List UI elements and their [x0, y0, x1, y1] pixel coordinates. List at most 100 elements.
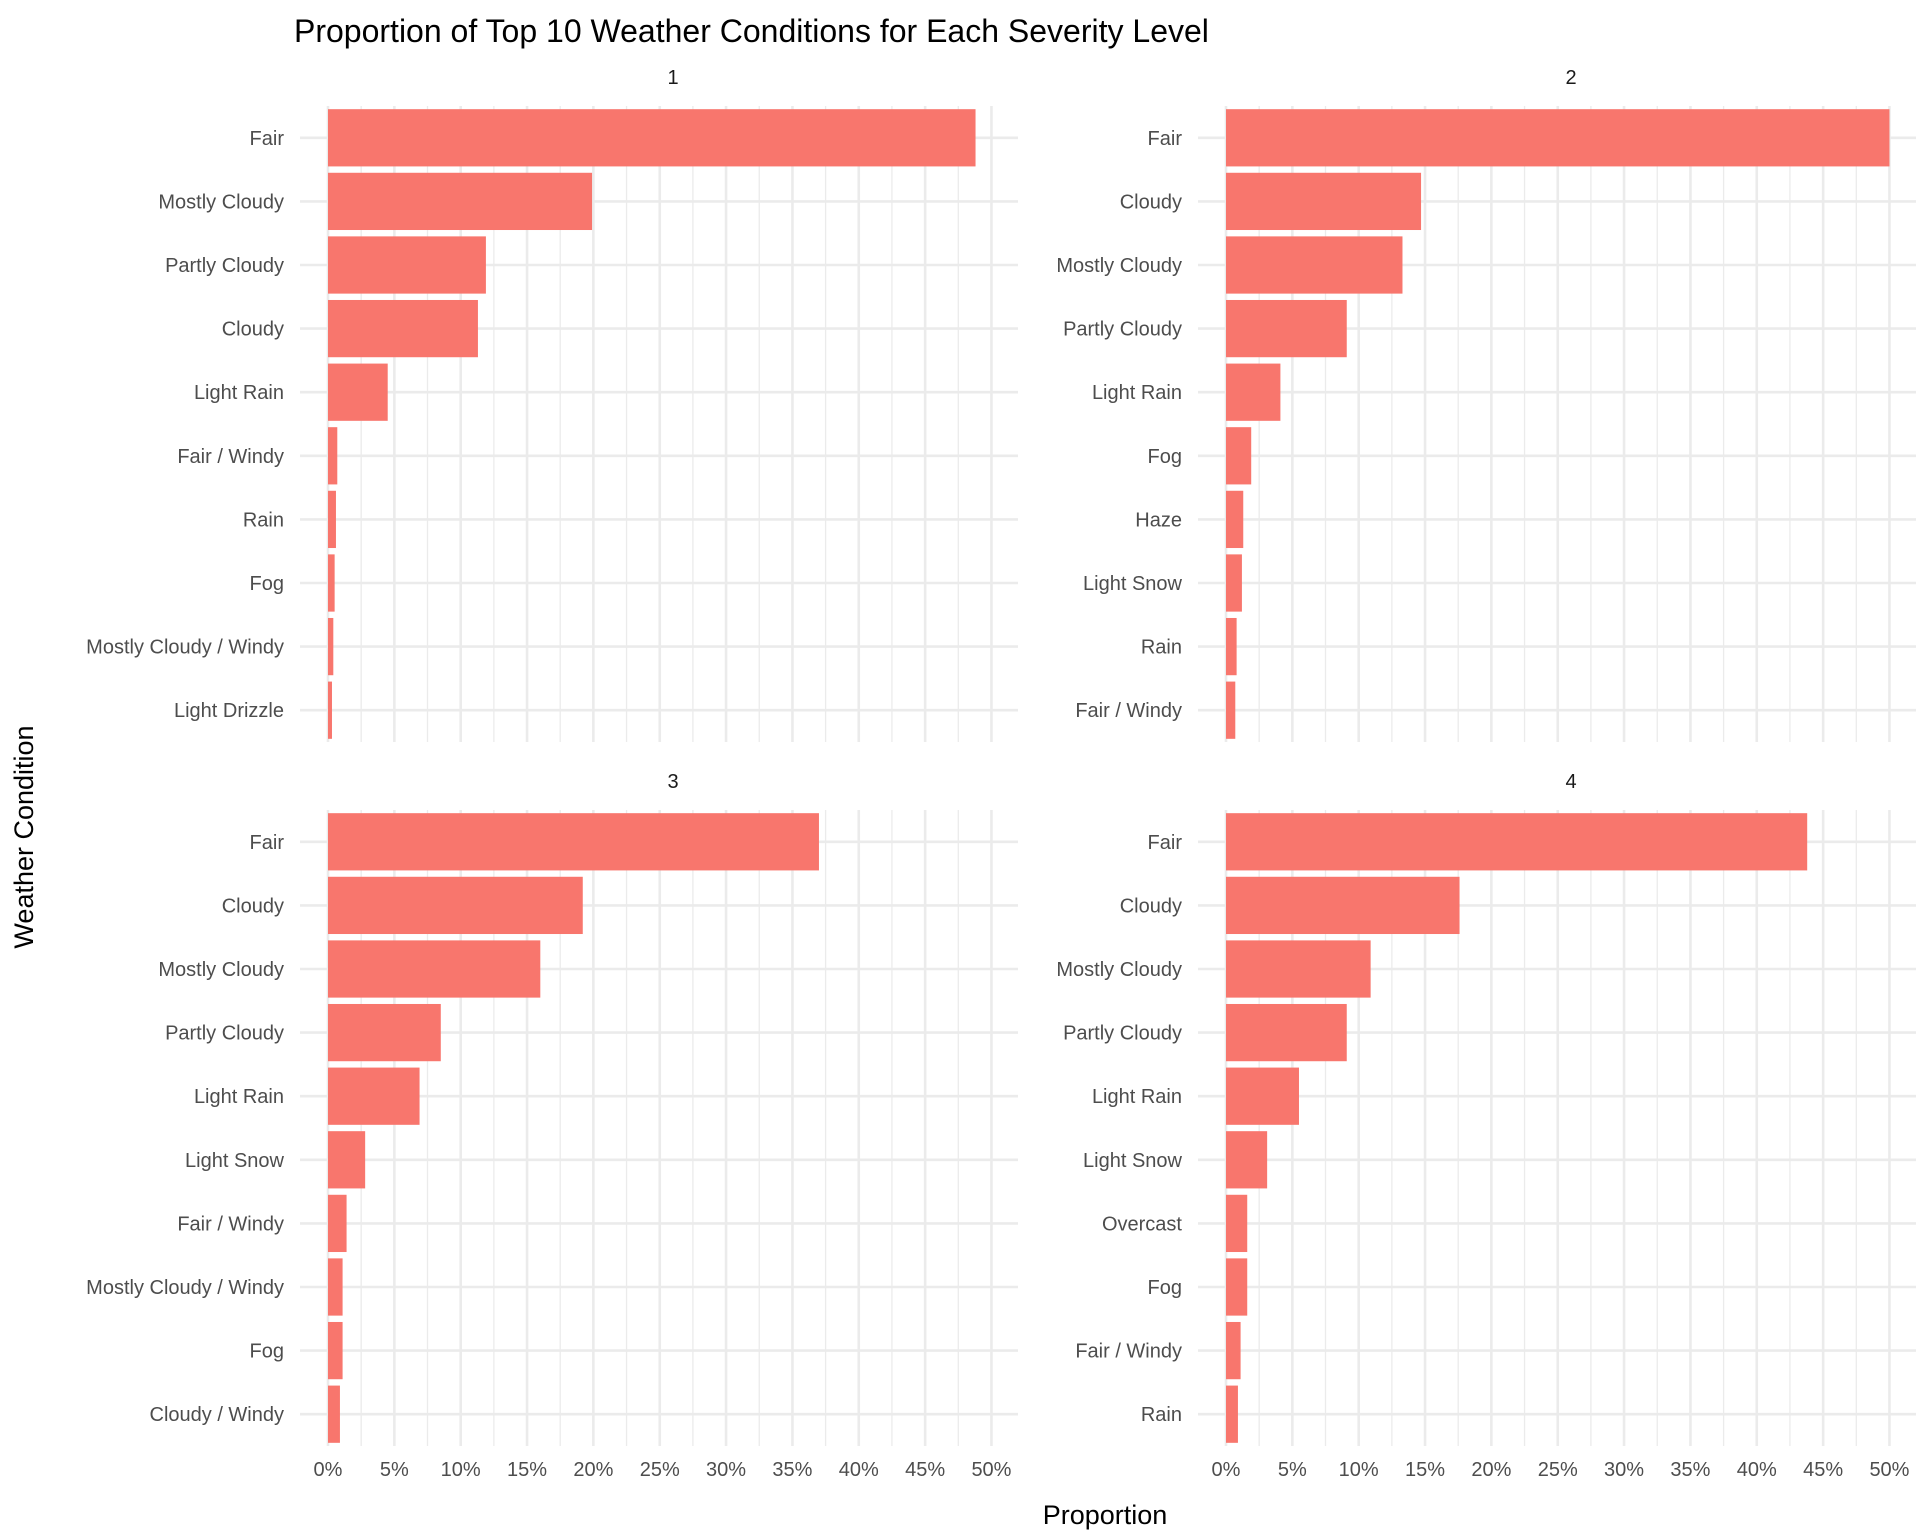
category-label: Partly Cloudy [1063, 319, 1182, 341]
bar [1226, 490, 1244, 549]
facet-panel-1: 1 Fair Mostly Cloudy Partly Cloudy Cloudy Lig… [86, 67, 1018, 742]
category-label: Fair / Windy [177, 1213, 284, 1235]
x-tick-label: 25% [640, 1459, 680, 1481]
category-label: Partly Cloudy [1063, 1023, 1182, 1045]
bar [1226, 1003, 1347, 1062]
bar [328, 681, 332, 739]
bar [328, 617, 334, 676]
x-tick-label: 50% [971, 1459, 1011, 1481]
bar [1226, 427, 1252, 485]
bar [328, 554, 335, 612]
bar [328, 1003, 441, 1062]
category-label: Mostly Cloudy / Windy [86, 637, 284, 659]
x-tick-label: 35% [1670, 1459, 1710, 1481]
x-tick-label: 0% [314, 1459, 343, 1481]
category-label: Rain [1141, 1404, 1182, 1426]
bar [1226, 299, 1347, 358]
category-label: Cloudy [1120, 895, 1182, 917]
bar [1226, 1194, 1248, 1253]
category-label: Fair [250, 128, 285, 150]
category-label: Light Rain [1092, 1086, 1182, 1108]
facet-panel-2: 2 Fair Cloudy Mostly Cloudy Partly Cloudy Lig… [1056, 67, 1916, 742]
bar [1226, 1385, 1238, 1443]
category-label: Fair [250, 832, 285, 854]
bar [328, 236, 486, 294]
bar [328, 1131, 366, 1189]
category-label: Light Snow [1083, 573, 1183, 595]
x-tick-label: 15% [507, 1459, 547, 1481]
x-tick-label: 30% [1604, 1459, 1644, 1481]
bar [328, 813, 819, 871]
category-label: Light Rain [194, 1086, 284, 1108]
x-tick-label: 0% [1212, 1459, 1241, 1481]
category-label: Rain [1141, 637, 1182, 659]
x-axis-title: Proportion [1043, 1500, 1168, 1530]
category-label: Mostly Cloudy [1056, 959, 1182, 981]
category-label: Overcast [1102, 1213, 1182, 1235]
category-label: Fog [1148, 1277, 1182, 1299]
category-label: Light Rain [194, 382, 284, 404]
category-label: Fog [250, 573, 284, 595]
bar [1226, 1067, 1299, 1125]
x-tick-label: 40% [1737, 1459, 1777, 1481]
facet-panel-3: 3 Fair Cloudy Mostly Cloudy Partly Cloudy Lig… [86, 771, 1018, 1481]
bar [1226, 681, 1236, 739]
category-label: Fair / Windy [1075, 1341, 1182, 1363]
bar [328, 427, 338, 485]
x-tick-label: 25% [1538, 1459, 1578, 1481]
category-label: Partly Cloudy [165, 1023, 284, 1045]
bar [1226, 236, 1403, 294]
facet-strip-label: 3 [667, 771, 678, 793]
chart-title: Proportion of Top 10 Weather Conditions … [294, 13, 1209, 49]
x-tick-label: 10% [1339, 1459, 1379, 1481]
category-label: Fair [1148, 128, 1183, 150]
x-tick-label: 50% [1869, 1459, 1909, 1481]
category-label: Mostly Cloudy [1056, 255, 1182, 277]
x-tick-label: 30% [706, 1459, 746, 1481]
category-label: Light Snow [185, 1150, 285, 1172]
facet-panels: 1 Fair Mostly Cloudy Partly Cloudy Cloudy Lig… [86, 67, 1916, 1481]
bar [1226, 617, 1237, 676]
bar [328, 1258, 343, 1316]
category-label: Cloudy [1120, 191, 1182, 213]
bar [1226, 554, 1242, 612]
y-axis-title: Weather Condition [9, 725, 39, 948]
x-tick-label: 15% [1405, 1459, 1445, 1481]
facet-strip-label: 2 [1565, 67, 1576, 89]
category-label: Mostly Cloudy [158, 959, 284, 981]
bar [1226, 109, 1890, 167]
category-label: Cloudy [222, 895, 284, 917]
bar [328, 363, 388, 421]
category-label: Haze [1135, 509, 1182, 531]
x-tick-label: 45% [1803, 1459, 1843, 1481]
bar [328, 1194, 347, 1253]
facet-strip-label: 4 [1565, 771, 1576, 793]
x-tick-label: 5% [380, 1459, 409, 1481]
bar [1226, 876, 1460, 935]
category-label: Light Snow [1083, 1150, 1183, 1172]
category-label: Mostly Cloudy / Windy [86, 1277, 284, 1299]
bar [328, 876, 583, 935]
bar [328, 1321, 343, 1380]
bar [328, 109, 976, 167]
bar [328, 1067, 420, 1125]
bar [1226, 940, 1371, 998]
category-label: Cloudy [222, 319, 284, 341]
x-tick-label: 35% [772, 1459, 812, 1481]
category-label: Mostly Cloudy [158, 191, 284, 213]
x-tick-label: 40% [839, 1459, 879, 1481]
bar [328, 940, 541, 998]
category-label: Fog [1148, 446, 1182, 468]
bar [1226, 363, 1281, 421]
bar [1226, 172, 1422, 231]
x-tick-label: 10% [441, 1459, 481, 1481]
category-label: Fair [1148, 832, 1183, 854]
x-tick-label: 5% [1278, 1459, 1307, 1481]
x-tick-label: 45% [905, 1459, 945, 1481]
bar [1226, 1321, 1241, 1380]
bar [1226, 1258, 1248, 1316]
category-label: Fair / Windy [177, 446, 284, 468]
facet-strip-label: 1 [667, 67, 678, 89]
x-tick-label: 20% [573, 1459, 613, 1481]
category-label: Light Rain [1092, 382, 1182, 404]
